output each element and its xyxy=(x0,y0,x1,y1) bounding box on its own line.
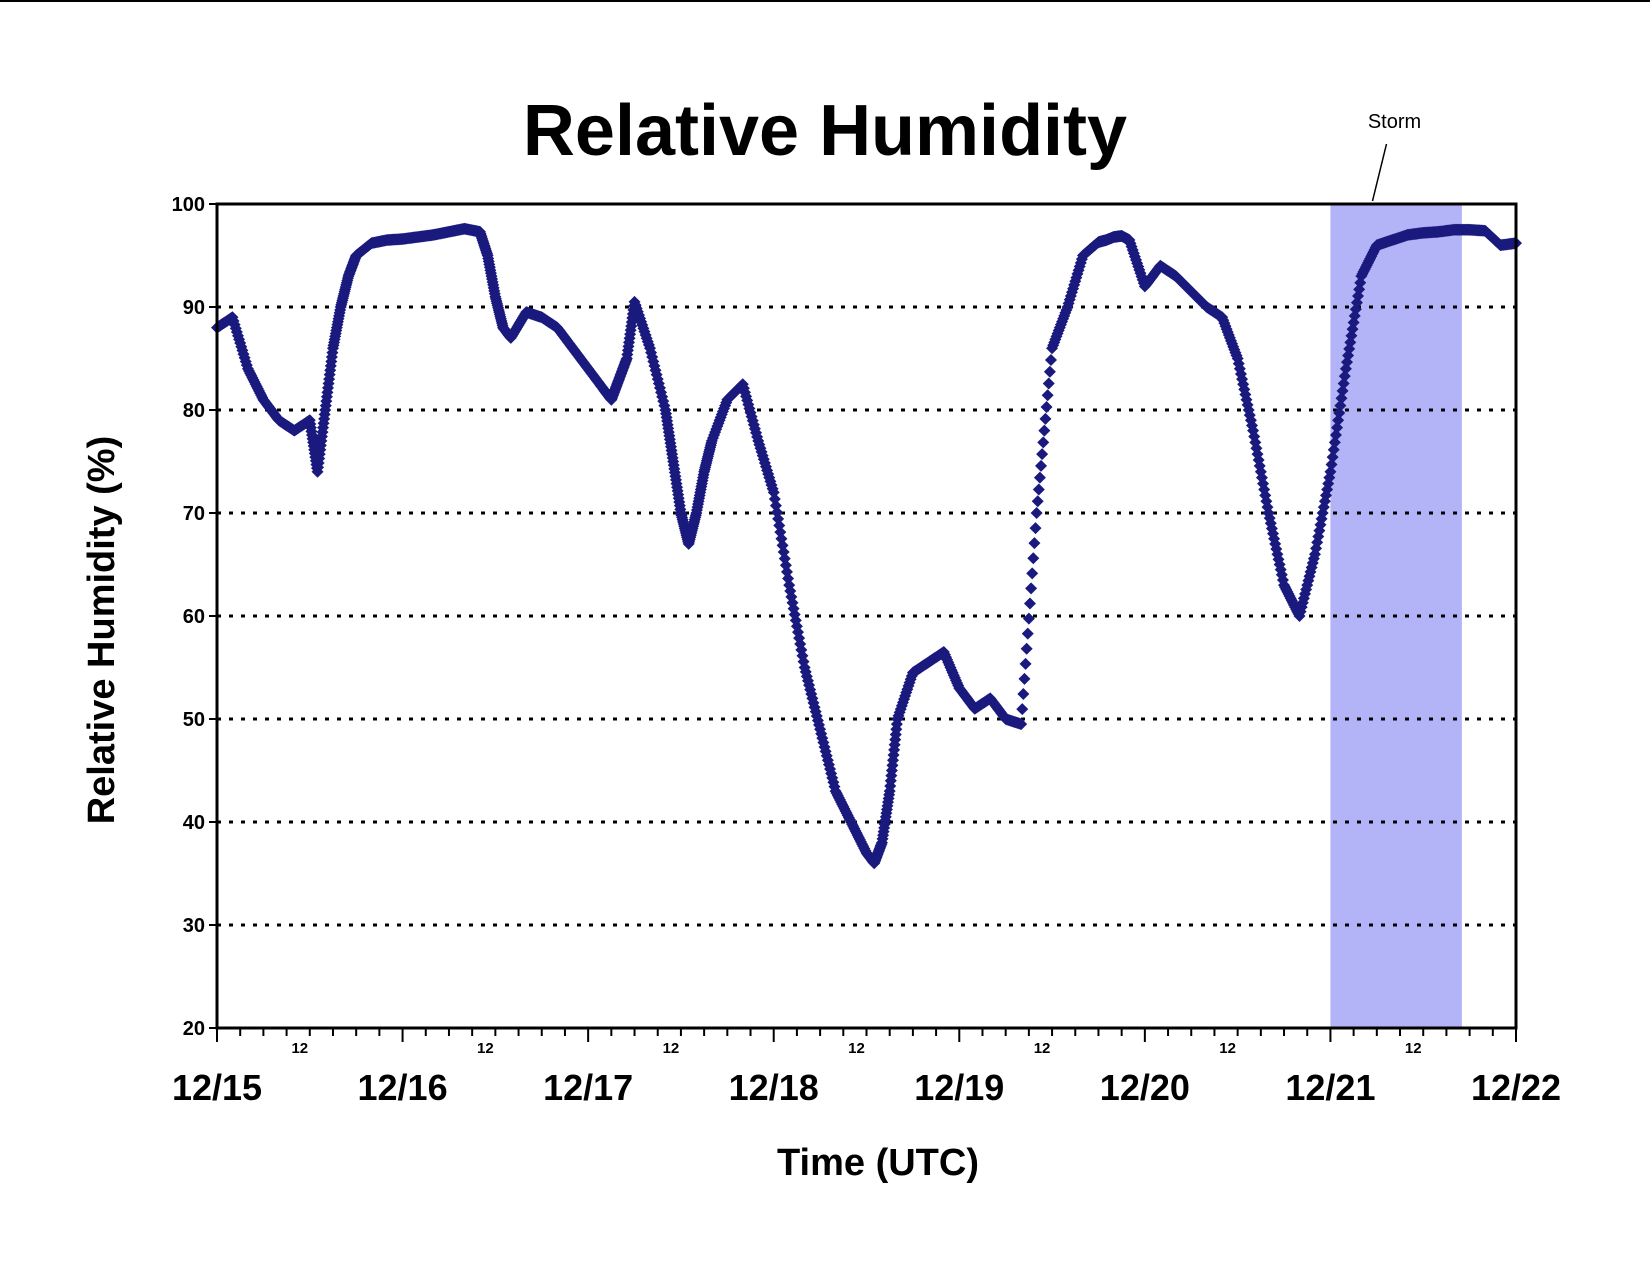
data-point xyxy=(1324,465,1337,478)
data-point xyxy=(1020,642,1033,655)
y-tick-label: 60 xyxy=(183,606,205,628)
data-point xyxy=(1337,377,1350,390)
y-tick-label: 40 xyxy=(183,812,205,834)
y-tick-label: 80 xyxy=(183,400,205,422)
data-point xyxy=(1017,687,1030,700)
data-point xyxy=(1332,414,1345,427)
x-day-label: 12/17 xyxy=(543,1067,633,1108)
y-axis-label: Relative Humidity (%) xyxy=(81,436,123,825)
x-hour-label: 12 xyxy=(1034,1040,1051,1057)
data-point xyxy=(1333,406,1346,419)
data-point xyxy=(1033,471,1046,484)
y-tick-label: 20 xyxy=(183,1018,205,1040)
data-point xyxy=(1037,436,1050,449)
data-point xyxy=(1334,399,1347,412)
data-point xyxy=(1325,458,1338,471)
data-point xyxy=(1022,612,1035,625)
x-day-label: 12/18 xyxy=(729,1067,819,1108)
chart-title: Relative Humidity xyxy=(523,91,1127,171)
data-point xyxy=(1338,370,1351,383)
data-point xyxy=(1029,522,1042,535)
data-point xyxy=(1326,451,1339,464)
x-hour-label: 12 xyxy=(848,1040,865,1057)
data-point xyxy=(1329,429,1342,442)
y-tick-label: 70 xyxy=(183,503,205,525)
data-point xyxy=(1028,537,1041,550)
data-point xyxy=(1335,392,1348,405)
data-point xyxy=(1044,353,1057,366)
data-point xyxy=(1021,627,1034,640)
x-hour-label: 12 xyxy=(663,1040,680,1057)
y-tick-label: 50 xyxy=(183,709,205,731)
data-point xyxy=(1038,424,1051,437)
data-point xyxy=(1035,459,1048,472)
y-tick-label: 30 xyxy=(183,915,205,937)
x-hour-label: 12 xyxy=(1219,1040,1236,1057)
storm-leader-line xyxy=(1371,143,1388,202)
data-point xyxy=(1042,377,1055,390)
data-point xyxy=(1030,507,1043,519)
x-day-label: 12/21 xyxy=(1285,1067,1375,1108)
x-hour-label: 12 xyxy=(291,1040,308,1057)
data-point xyxy=(1025,582,1038,595)
data-point xyxy=(1027,552,1040,565)
data-point xyxy=(1019,657,1032,670)
data-point xyxy=(1018,672,1031,685)
data-point xyxy=(1031,495,1044,508)
x-day-label: 12/19 xyxy=(914,1067,1004,1108)
data-point xyxy=(1041,389,1054,402)
x-day-label: 12/16 xyxy=(358,1067,448,1108)
x-hour-label: 12 xyxy=(1405,1040,1422,1057)
data-point xyxy=(1032,483,1045,496)
data-point xyxy=(1016,703,1029,716)
data-point xyxy=(1336,384,1349,397)
data-point xyxy=(1328,436,1341,449)
data-point xyxy=(1039,412,1052,425)
data-point xyxy=(1043,365,1056,378)
x-day-label: 12/20 xyxy=(1100,1067,1190,1108)
data-point xyxy=(1331,421,1344,434)
data-point xyxy=(1327,443,1340,456)
data-point xyxy=(1015,718,1028,731)
y-tick-label: 100 xyxy=(172,194,205,216)
data-point xyxy=(1036,448,1049,461)
data-point xyxy=(1023,597,1036,610)
data-point xyxy=(1040,401,1053,414)
data-point xyxy=(1026,567,1039,580)
y-tick-label: 90 xyxy=(183,297,205,319)
plot-layer: 20 30 40 50 60 70 80 90 100 12 12 12 12 12 12 12 12/15 12… xyxy=(172,111,1561,1108)
x-day-label: 12/22 xyxy=(1471,1067,1561,1108)
x-day-label: 12/15 xyxy=(172,1067,262,1108)
x-axis-label: Time (UTC) xyxy=(777,1142,979,1184)
x-hour-label: 12 xyxy=(477,1040,494,1057)
storm-label: Storm xyxy=(1368,111,1421,133)
